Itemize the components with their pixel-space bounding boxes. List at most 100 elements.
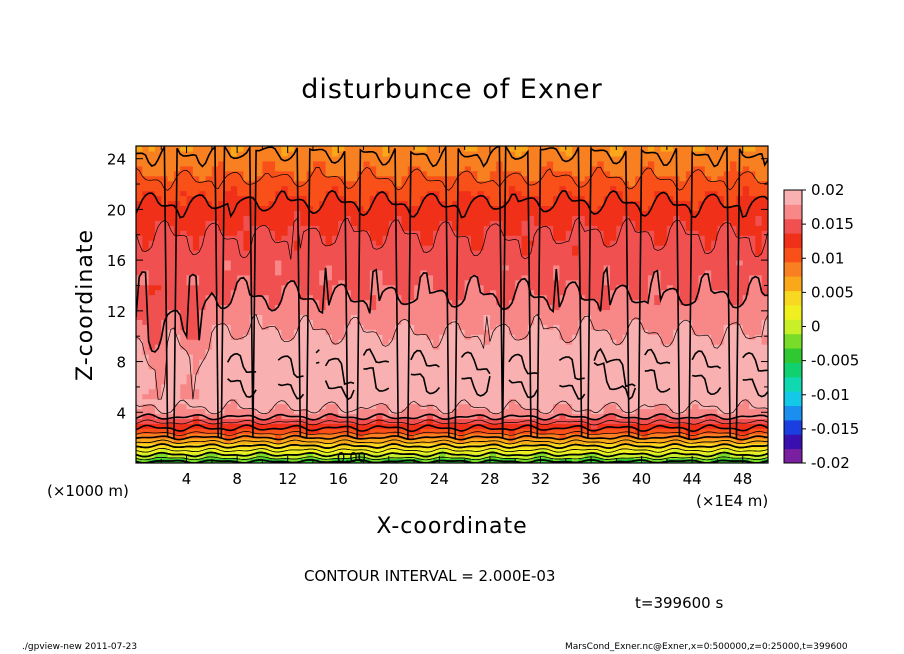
field-cell [350,408,358,415]
field-cell [616,373,624,380]
field-cell [572,453,579,459]
field-cell [534,309,542,315]
field-cell [230,230,238,236]
field-cell [243,329,251,335]
field-cell [395,235,403,241]
field-cell [306,388,314,395]
field-cell [426,358,434,365]
field-cell [237,185,245,192]
field-cell [369,190,377,197]
field-cell [420,438,428,444]
field-cell [281,363,289,370]
field-cell [350,165,358,172]
field-cell [388,324,396,330]
field-cell [433,264,440,271]
field-cell [338,269,346,276]
field-cell [199,388,207,395]
field-cell [414,413,421,420]
field-cell [591,289,598,296]
field-cell [508,363,516,370]
field-cell [300,393,308,400]
field-cell [597,344,605,350]
field-cell [439,230,447,236]
field-cell [572,200,579,207]
field-cell [148,304,156,311]
field-cell [262,373,270,380]
field-cell [319,393,327,400]
field-cell [357,363,365,370]
field-cell [249,453,257,459]
field-cell [521,175,529,182]
field-cell [433,358,440,365]
field-cell [256,358,263,365]
field-cell [515,458,523,463]
field-cell [363,180,371,187]
field-cell [483,354,491,360]
field-cell [300,180,308,187]
field-cell [350,383,358,390]
field-cell [414,220,421,226]
field-cell [439,195,447,202]
field-cell [275,264,282,271]
field-cell [262,314,270,320]
field-cell [572,324,579,330]
field-cell [515,284,523,291]
field-cell [546,448,554,454]
field-cell [154,264,162,271]
field-cell [489,388,497,395]
field-cell [616,254,624,261]
field-cell [319,329,327,335]
field-cell [186,383,194,390]
field-cell [350,205,358,211]
field-cell [224,180,232,187]
field-cell [287,354,295,360]
field-cell [338,220,346,226]
field-cell [572,309,579,315]
field-cell [186,438,194,444]
field-cell [496,289,504,296]
field-cell [338,215,346,221]
field-cell [344,195,352,202]
field-cell [268,180,276,187]
field-cell [325,175,333,182]
field-cell [180,309,188,315]
field-cell [357,354,365,360]
field-cell [540,304,548,311]
field-cell [192,358,200,365]
field-cell [262,393,270,400]
field-cell [395,180,403,187]
field-cell [350,319,358,325]
field-cell [515,146,523,152]
field-cell [268,413,276,420]
field-cell [281,170,289,177]
field-cell [180,363,188,370]
field-cell [262,205,270,211]
field-cell [218,294,226,301]
field-cell [136,230,143,236]
field-cell [414,235,421,241]
field-cell [540,200,548,207]
field-cell [376,438,384,444]
field-cell [312,294,320,301]
field-cell [142,403,150,410]
field-cell [521,210,529,216]
field-cell [470,354,478,360]
field-cell [496,269,504,276]
field-cell [540,334,548,340]
field-cell [325,274,333,281]
field-cell [230,190,238,197]
field-cell [591,358,598,365]
field-cell [173,363,181,370]
field-cell [186,235,194,241]
field-cell [439,289,447,296]
field-cell [211,319,219,325]
field-cell [559,195,567,202]
field-cell [211,388,219,395]
field-cell [489,383,497,390]
field-cell [496,279,504,286]
field-cell [173,299,181,306]
field-cell [395,284,403,291]
field-cell [572,146,579,152]
field-cell [218,254,226,261]
field-cell [249,155,257,162]
